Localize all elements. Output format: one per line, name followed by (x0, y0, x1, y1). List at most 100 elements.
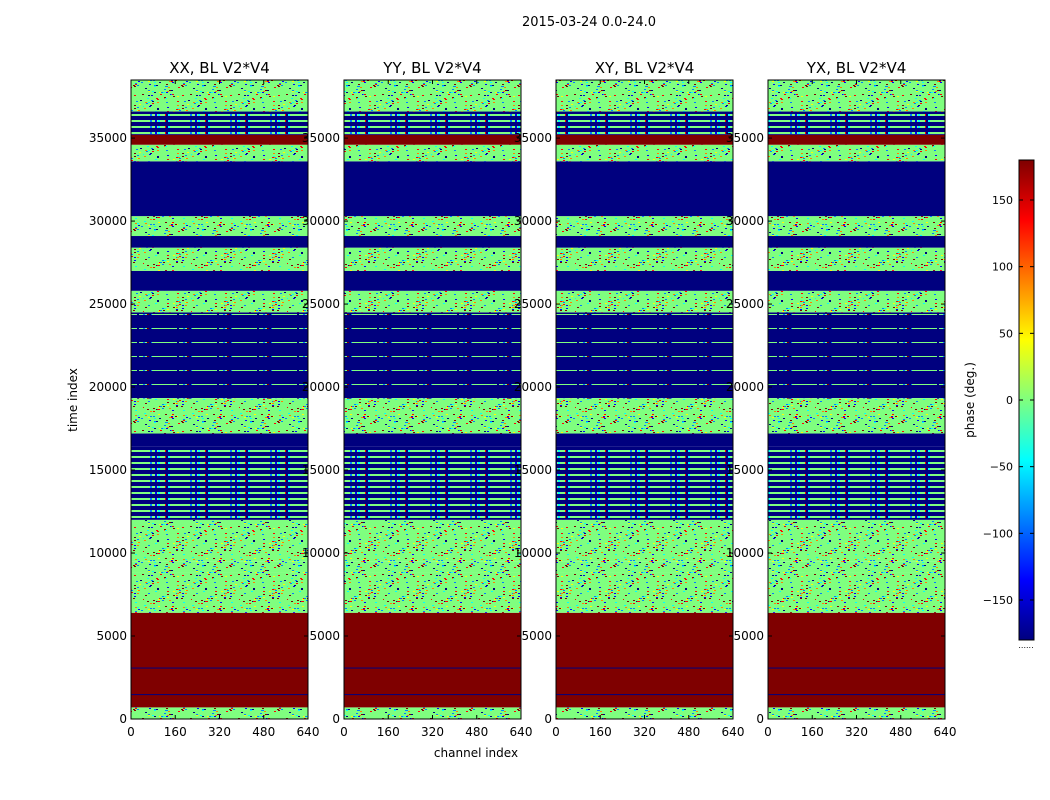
y-tick-label: 0 (119, 712, 127, 726)
heatmap-band (344, 236, 521, 248)
y-tick-label: 35000 (89, 131, 127, 145)
y-tick-label: 5000 (309, 629, 340, 643)
heatmap-band (131, 80, 308, 112)
heatmap-band (131, 270, 308, 291)
heatmap-line (344, 694, 521, 696)
heatmap-band (556, 111, 733, 135)
heatmap-band (768, 572, 945, 613)
heatmap-band (768, 144, 945, 162)
heatmap-band (768, 707, 945, 719)
x-tick-label: 160 (377, 725, 400, 739)
heatmap-band (344, 111, 521, 135)
x-tick-label: 640 (510, 725, 533, 739)
panel-title: XY, BL V2*V4 (595, 59, 695, 77)
y-tick-label: 25000 (726, 297, 764, 311)
y-tick-label: 20000 (302, 380, 340, 394)
x-tick-label: 0 (552, 725, 560, 739)
heatmap-band (768, 312, 945, 399)
heatmap-band (131, 161, 308, 217)
heatmap-band (556, 216, 733, 237)
heatmap-band (768, 111, 945, 135)
x-tick-label: 320 (633, 725, 656, 739)
heatmap-band (344, 161, 521, 217)
heatmap-band (131, 247, 308, 271)
y-tick-label: 20000 (514, 380, 552, 394)
colorbar-tick-label: 150 (992, 194, 1013, 207)
heatmap-band (131, 572, 308, 613)
heatmap-band (344, 144, 521, 162)
heatmap-band (768, 270, 945, 291)
y-tick-label: 25000 (89, 297, 127, 311)
y-tick-label: 5000 (96, 629, 127, 643)
heatmap-band (768, 612, 945, 708)
y-tick-label: 30000 (302, 214, 340, 228)
heatmap-band (344, 572, 521, 613)
heatmap-band (556, 707, 733, 719)
y-tick-label: 25000 (514, 297, 552, 311)
figure-suptitle: 2015-03-24 0.0-24.0 (522, 15, 656, 30)
y-tick-label: 10000 (726, 546, 764, 560)
y-tick-label: 10000 (89, 546, 127, 560)
x-tick-label: 640 (297, 725, 320, 739)
y-tick-label: 20000 (89, 380, 127, 394)
x-tick-label: 160 (589, 725, 612, 739)
x-tick-label: 0 (340, 725, 348, 739)
heatmap-band (344, 433, 521, 447)
heatmap-band (556, 161, 733, 217)
heatmap-band (131, 236, 308, 248)
heatmap-band (344, 519, 521, 562)
heatmap-band (556, 519, 733, 562)
heatmap-line (768, 694, 945, 696)
x-tick-label: 480 (889, 725, 912, 739)
heatmap-band (131, 519, 308, 562)
heatmap-band (344, 270, 521, 291)
heatmap-line (556, 667, 733, 669)
y-tick-label: 0 (756, 712, 764, 726)
heatmap-band (344, 134, 521, 145)
heatmap-band (556, 80, 733, 112)
heatmap-band (556, 312, 733, 399)
panel-title: XX, BL V2*V4 (169, 59, 270, 77)
panel-1: XX, BL V2*V4 0 160 320 480 640 0 5000 10000 15000… (89, 59, 320, 739)
colorbar-tick-label: −50 (990, 461, 1013, 474)
y-tick-label: 25000 (302, 297, 340, 311)
heatmap-band (768, 398, 945, 434)
heatmap-band (556, 270, 733, 291)
heatmap-band (131, 707, 308, 719)
heatmap-band (344, 216, 521, 237)
heatmap-band (131, 144, 308, 162)
y-tick-label: 5000 (521, 629, 552, 643)
heatmap-band (556, 446, 733, 520)
heatmap-band (556, 561, 733, 573)
x-tick-label: 480 (465, 725, 488, 739)
x-tick-label: 0 (764, 725, 772, 739)
panel-4: YX, BL V2*V4 0 160 320 480 640 0 5000 10000 15000… (726, 59, 957, 739)
x-tick-label: 480 (677, 725, 700, 739)
y-tick-label: 15000 (89, 463, 127, 477)
heatmap-band (768, 433, 945, 447)
x-tick-label: 0 (127, 725, 135, 739)
heatmap-band (344, 247, 521, 271)
heatmap-band (556, 612, 733, 708)
x-tick-label: 640 (722, 725, 745, 739)
y-tick-label: 35000 (514, 131, 552, 145)
panel-3: XY, BL V2*V4 0 160 320 480 640 0 5000 10000 15000… (514, 59, 745, 739)
heatmap-band (556, 144, 733, 162)
heatmap-line (131, 667, 308, 669)
x-tick-label: 480 (252, 725, 275, 739)
heatmap-band (131, 312, 308, 399)
heatmap-band (768, 216, 945, 237)
colorbar-tick-label: 50 (999, 327, 1013, 340)
heatmap-band (344, 290, 521, 313)
heatmap-band (131, 612, 308, 708)
heatmap-band (131, 216, 308, 237)
colorbar-label: phase (deg.) (963, 362, 977, 438)
heatmap-line (556, 694, 733, 696)
heatmap-band (131, 398, 308, 434)
heatmap-band (556, 236, 733, 248)
y-tick-label: 15000 (302, 463, 340, 477)
y-axis-label: time index (66, 368, 80, 432)
y-tick-label: 30000 (514, 214, 552, 228)
heatmap-band (344, 561, 521, 573)
